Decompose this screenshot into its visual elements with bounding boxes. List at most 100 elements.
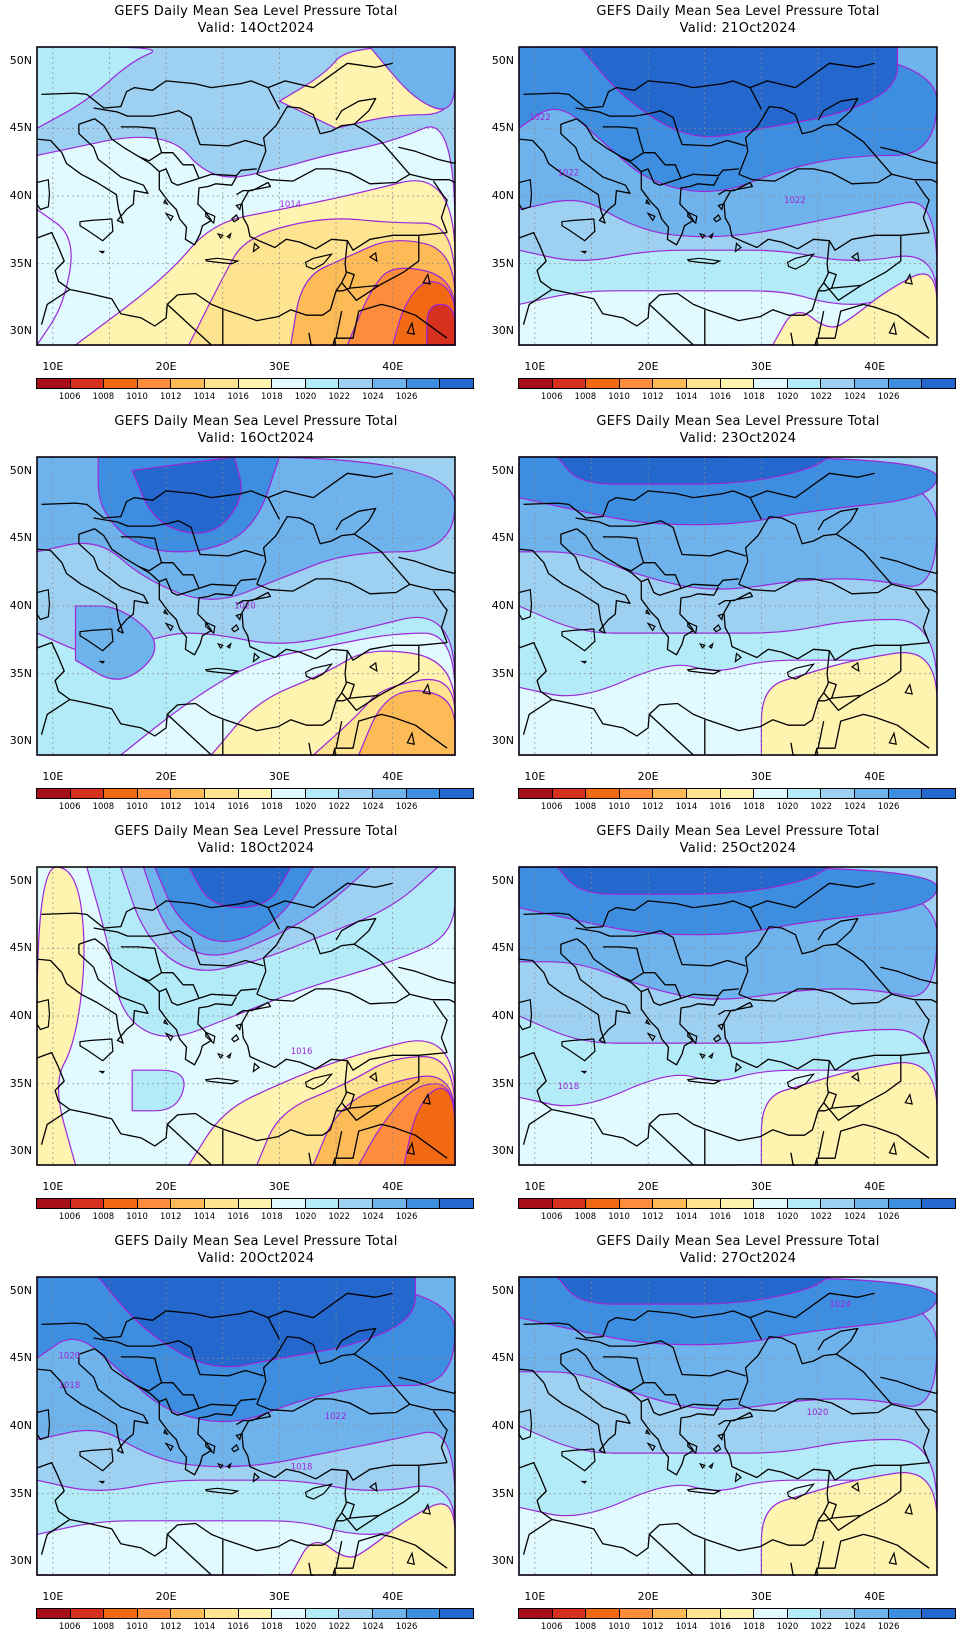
- latitude-label: 35N: [9, 256, 32, 270]
- island-outline: [79, 1448, 114, 1472]
- latitude-label: 30N: [9, 324, 32, 338]
- coastline: [93, 107, 264, 147]
- coastline: [198, 1398, 257, 1410]
- colorbar: [36, 1198, 474, 1209]
- coastline: [36, 118, 149, 224]
- coastline: [891, 173, 938, 184]
- coastline: [40, 288, 71, 325]
- island-outline: [686, 1487, 722, 1495]
- island-outline: [406, 731, 415, 745]
- coastline: [120, 1356, 163, 1392]
- coastline: [523, 1310, 762, 1340]
- colorbar-label: 1020: [294, 1212, 317, 1222]
- colorbar-swatch: [440, 789, 473, 798]
- coastline: [575, 927, 746, 967]
- coastline: [823, 1102, 862, 1121]
- island-outline: [712, 1444, 722, 1453]
- coastline: [680, 168, 739, 180]
- colorbar-label: 1006: [58, 1212, 81, 1222]
- coastline: [738, 515, 893, 595]
- island-outline: [304, 1483, 334, 1500]
- coastline: [409, 993, 456, 1004]
- colorbar-label: 1014: [675, 802, 698, 812]
- coastline: [680, 1398, 739, 1410]
- coastline: [120, 126, 163, 162]
- contour-label: 1018: [291, 1462, 313, 1472]
- island-outline: [406, 1141, 415, 1155]
- island-outline: [205, 1031, 216, 1045]
- colorbar-label: 1006: [540, 1212, 563, 1222]
- colorbar-label: 1012: [159, 392, 182, 402]
- island-outline: [686, 257, 722, 265]
- coastline: [602, 126, 645, 162]
- colorbar-swatch: [373, 1199, 407, 1208]
- coastline: [602, 946, 645, 982]
- colorbar-swatch: [137, 789, 172, 798]
- coastline: [267, 472, 393, 499]
- island-outline: [580, 1070, 588, 1074]
- island-outline: [163, 608, 169, 616]
- colorbar-label: 1006: [58, 802, 81, 812]
- coastline: [93, 517, 264, 557]
- colorbar-label: 1024: [844, 1212, 866, 1222]
- map-title: GEFS Daily Mean Sea Level Pressure Total: [114, 414, 398, 429]
- colorbar-swatch: [855, 1199, 889, 1208]
- coastline: [738, 1335, 893, 1415]
- colorbar-swatch: [720, 1609, 755, 1618]
- colorbar-swatch: [205, 379, 239, 388]
- coastline: [335, 97, 377, 125]
- coastline: [159, 972, 200, 1006]
- colorbar-label: 1012: [159, 1212, 182, 1222]
- coastline: [36, 181, 349, 327]
- island-outline: [698, 232, 706, 240]
- island-outline: [712, 214, 722, 223]
- pressure-map: [518, 456, 938, 756]
- island-outline: [235, 1023, 242, 1031]
- colorbar-swatch: [552, 789, 587, 798]
- latitude-label: 30N: [491, 734, 514, 748]
- island-outline: [645, 1018, 651, 1026]
- colorbar-swatch: [238, 789, 273, 798]
- coastline: [648, 713, 694, 756]
- longitude-label: 40E: [864, 1180, 886, 1193]
- contour-label: 1020: [807, 1408, 829, 1418]
- colorbar-label: 1024: [844, 1622, 866, 1632]
- pressure-band: [426, 303, 456, 346]
- latitude-label: 50N: [491, 53, 514, 67]
- latitude-label: 35N: [491, 1076, 514, 1090]
- colorbar-swatch: [754, 789, 788, 798]
- island-outline: [645, 198, 651, 206]
- coastline: [738, 105, 893, 185]
- coastline: [602, 1356, 645, 1392]
- island-outline: [580, 660, 588, 664]
- colorbar-swatch: [171, 789, 206, 798]
- pressure-map: 1020 1018 1022 1018: [36, 1276, 456, 1576]
- island-outline: [645, 608, 651, 616]
- island-outline: [235, 1433, 242, 1441]
- colorbar-swatch: [687, 789, 721, 798]
- coastline: [398, 966, 456, 985]
- colorbar-swatch: [37, 1199, 71, 1208]
- latitude-label: 40N: [9, 1009, 32, 1022]
- colorbar-label: 1022: [810, 1622, 833, 1632]
- island-outline: [98, 1480, 106, 1484]
- colorbar-label: 1012: [641, 802, 664, 812]
- coastline: [398, 146, 456, 165]
- pressure-band: [131, 1069, 185, 1112]
- island-outline: [252, 1472, 260, 1483]
- colorbar-label: 1026: [395, 802, 418, 812]
- contour-label: 1022: [784, 196, 806, 206]
- contour-label: 1018: [59, 1381, 81, 1391]
- colorbar-swatch: [70, 1609, 105, 1618]
- island-outline: [216, 1462, 224, 1470]
- coastline: [575, 1337, 746, 1377]
- island-outline: [646, 212, 656, 222]
- island-outline: [235, 203, 242, 211]
- colorbar-label: 1016: [227, 1212, 249, 1222]
- island-outline: [734, 1062, 742, 1073]
- island-outline: [698, 1052, 706, 1060]
- colorbar-label: 1014: [675, 392, 698, 402]
- island-outline: [734, 652, 742, 663]
- island-outline: [422, 1502, 431, 1515]
- coastline: [40, 1108, 71, 1145]
